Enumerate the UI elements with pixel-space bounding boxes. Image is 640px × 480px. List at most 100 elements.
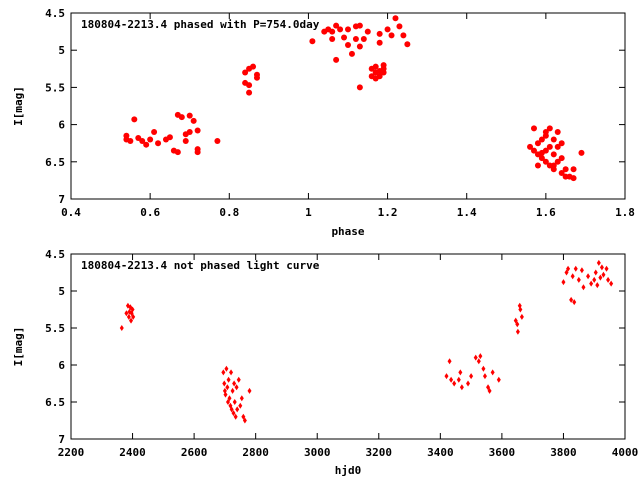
- unphased-data-point: [476, 358, 481, 365]
- unphased-y-axis-label: I[mag]: [12, 327, 25, 367]
- unphased-data-point: [230, 387, 235, 394]
- phased-plot-title: 180804-2213.4 phased with P=754.0day: [81, 18, 320, 31]
- unphased-x-tick-label: 2200: [58, 446, 85, 459]
- unphased-data-point: [561, 279, 566, 286]
- unphased-data-point: [482, 373, 487, 380]
- phased-data-point: [341, 34, 348, 41]
- phased-data-point: [542, 132, 549, 139]
- unphased-data-point: [515, 328, 520, 335]
- phased-data-point: [376, 30, 383, 37]
- phased-data-point: [186, 129, 193, 136]
- phased-data-point: [372, 63, 379, 70]
- unphased-data-point: [581, 284, 586, 291]
- unphased-data-point: [469, 373, 474, 380]
- phased-data-point: [550, 162, 557, 169]
- phased-data-point: [329, 36, 336, 43]
- phased-y-tick-label: 5.5: [45, 81, 65, 94]
- unphased-data-point: [224, 365, 229, 372]
- phased-y-tick-label: 6.5: [45, 156, 65, 169]
- phased-data-point: [242, 69, 249, 76]
- phased-data-point: [348, 50, 355, 57]
- unphased-data-point: [229, 406, 234, 413]
- phased-data-point: [194, 127, 201, 134]
- unphased-plot-title: 180804-2213.4 not phased light curve: [81, 259, 320, 272]
- phased-data-point: [253, 74, 260, 81]
- phased-y-tick-label: 4.5: [45, 7, 65, 20]
- unphased-data-point: [573, 265, 578, 272]
- phased-data-point: [356, 43, 363, 50]
- unphased-data-point: [515, 321, 520, 328]
- phased-data-point: [155, 140, 162, 147]
- phased-data-point: [166, 134, 173, 141]
- unphased-data-point: [513, 317, 518, 324]
- unphased-data-point: [223, 391, 228, 398]
- unphased-data-point: [570, 273, 575, 280]
- unphased-data-points: [119, 259, 614, 424]
- unphased-y-tick-label: 5: [58, 285, 65, 298]
- unphased-data-point: [518, 306, 523, 313]
- unphased-data-point: [447, 358, 452, 365]
- unphased-data-point: [586, 273, 591, 280]
- phased-data-point: [538, 136, 545, 143]
- unphased-data-point: [232, 380, 237, 387]
- unphased-data-point: [456, 376, 461, 383]
- unphased-plot-frame: [70, 253, 626, 440]
- unphased-data-point: [576, 276, 581, 283]
- phased-data-point: [530, 147, 537, 154]
- phased-y-tick-label: 7: [58, 193, 65, 206]
- phased-data-point: [570, 175, 577, 182]
- phased-data-point: [174, 149, 181, 156]
- unphased-data-point: [473, 354, 478, 361]
- phased-data-point: [554, 158, 561, 165]
- phased-data-point: [333, 22, 340, 29]
- phased-data-point: [364, 28, 371, 35]
- unphased-y-tick-label: 4.5: [45, 248, 65, 261]
- phased-data-point: [380, 62, 387, 69]
- unphased-y-tick-label: 7: [58, 433, 65, 446]
- unphased-data-point: [604, 265, 609, 272]
- phased-data-point: [538, 155, 545, 162]
- phased-data-point: [372, 75, 379, 82]
- phased-x-tick-label: 0.6: [140, 206, 160, 219]
- phased-x-tick-label: 1: [305, 206, 312, 219]
- phased-data-point: [143, 141, 150, 148]
- unphased-data-point: [478, 353, 483, 360]
- unphased-data-point: [241, 413, 246, 420]
- unphased-x-tick-label: 4000: [612, 446, 639, 459]
- phased-x-axis-label: phase: [331, 225, 364, 238]
- unphased-data-point: [595, 282, 600, 289]
- phased-data-point: [538, 149, 545, 156]
- unphased-data-point: [119, 325, 124, 331]
- phased-data-point: [546, 143, 553, 150]
- phased-data-point: [147, 136, 154, 143]
- unphased-data-point: [238, 402, 243, 409]
- unphased-data-point: [572, 299, 577, 306]
- phased-plot-frame: [70, 12, 626, 200]
- phased-data-point: [392, 15, 399, 22]
- unphased-x-tick-label: 3000: [304, 446, 331, 459]
- phased-data-point: [530, 125, 537, 132]
- unphased-data-point: [227, 395, 232, 402]
- unphased-x-tick-label: 3800: [550, 446, 577, 459]
- unphased-y-tick-label: 5.5: [45, 322, 65, 335]
- phased-data-point: [360, 36, 367, 43]
- phased-data-point: [309, 38, 316, 45]
- phased-x-tick-label: 1.2: [378, 206, 398, 219]
- phased-data-point: [542, 158, 549, 165]
- phased-data-point: [352, 36, 359, 43]
- phased-data-point: [214, 137, 221, 144]
- phased-data-point: [337, 26, 344, 33]
- unphased-data-point: [496, 376, 501, 383]
- unphased-data-point: [239, 395, 244, 402]
- unphased-data-point: [486, 384, 491, 391]
- unphased-data-point: [592, 276, 597, 283]
- unphased-x-axis-label: hjd0: [335, 464, 362, 477]
- unphased-data-point: [235, 406, 240, 413]
- unphased-data-point: [221, 369, 226, 376]
- unphased-data-point: [126, 313, 131, 320]
- phased-data-point: [178, 114, 185, 121]
- unphased-x-tick-label: 2600: [181, 446, 208, 459]
- phased-data-point: [527, 143, 534, 150]
- unphased-axis-ticks: 2200 2400 2600 2800 3000 3200 3400 3600 3800 4000…: [45, 248, 638, 459]
- phased-x-tick-label: 0.8: [219, 206, 239, 219]
